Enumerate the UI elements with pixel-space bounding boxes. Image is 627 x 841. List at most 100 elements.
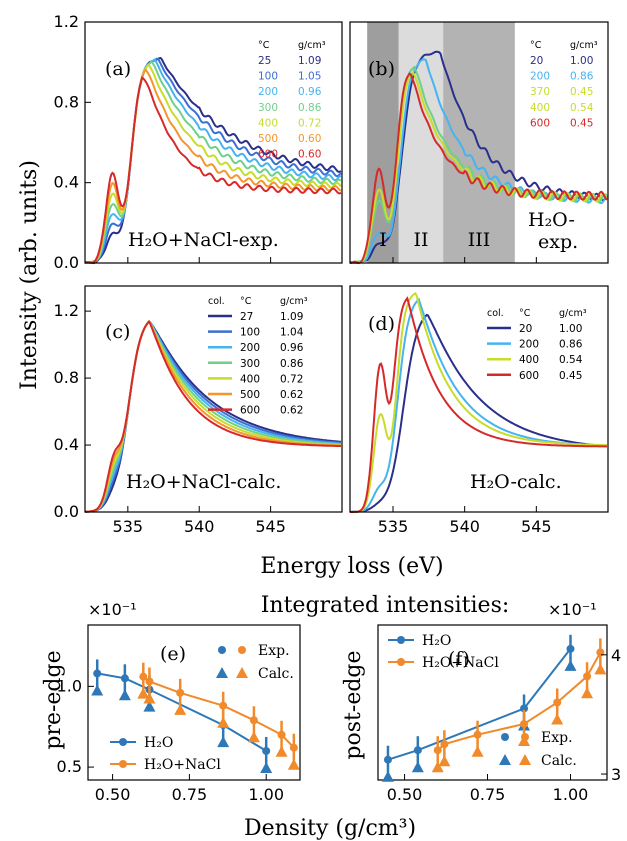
y-axis-label: Intensity (arb. units) (17, 160, 42, 390)
multiplier-e: ×10⁻¹ (88, 600, 137, 619)
series-line-d-2 (350, 292, 607, 513)
table-cell-a: 0.86 (298, 102, 322, 114)
legend-marker-e (119, 738, 127, 746)
annotation-b-2: exp. (538, 231, 578, 253)
series-line-c-6 (85, 319, 341, 513)
x-tick-label-d: 545 (521, 517, 552, 536)
data-point-e (176, 688, 185, 697)
calc-marker-e (143, 700, 156, 712)
region-III-shade (443, 22, 515, 263)
table-cell-a: 25 (258, 55, 271, 67)
calc-marker-e (247, 731, 260, 743)
data-point-f (383, 755, 392, 764)
calc-marker-e (143, 692, 156, 704)
data-point-f (473, 730, 482, 739)
table-cell-c: 300 (240, 358, 260, 370)
table-cell-c: 1.04 (280, 327, 304, 339)
table-cell-a: 1.05 (298, 71, 321, 83)
data-point-e (262, 746, 271, 755)
calc-marker-e (260, 761, 273, 773)
table-header-d: °C (519, 308, 531, 319)
calc-marker-e (275, 745, 288, 757)
data-point-e (277, 730, 286, 739)
table-header-c: col. (208, 296, 225, 307)
x-axis-label: Energy loss (eV) (260, 554, 443, 579)
x-tick-label-f: 0.50 (387, 785, 423, 804)
panel-label-e: (e) (160, 643, 186, 665)
panel-a: 0.0 0.4 0.8 1.2 (a) H₂O+NaCl-exp. (54, 12, 343, 272)
table-cell-a: 200 (258, 86, 278, 98)
table-cell-a: 600 (258, 149, 278, 161)
plot-frame-b (349, 21, 609, 264)
table-cell-a: 400 (258, 117, 278, 129)
panel-c: 0.0 0.4 0.8 1.2 535 540 545 (c) H₂O+NaCl-calc. (54, 285, 343, 536)
region-label-I: I (379, 229, 387, 251)
table-cell-c: 0.62 (280, 405, 303, 417)
table-header-c: °C (240, 296, 252, 307)
table-cell-d: 600 (519, 370, 539, 382)
y-tick-label-e: 1.0 (57, 676, 82, 695)
panel-label-b: (b) (368, 58, 395, 80)
annotation-c: H₂O+NaCl-calc. (126, 471, 281, 493)
x-tick-label-f: 1.00 (553, 785, 589, 804)
table-cell-d: 0.45 (559, 370, 582, 382)
data-point-f (440, 740, 449, 749)
calc-marker-e (174, 703, 187, 715)
table-cell-c: 200 (240, 342, 260, 354)
y-tick-label-c: 0.8 (54, 368, 79, 387)
legend-label-e: H₂O (144, 735, 173, 751)
table-cell-c: 0.96 (280, 342, 304, 354)
plot-frame-d (349, 285, 609, 513)
table-cell-a: 300 (258, 102, 278, 114)
calc-marker-f (564, 659, 577, 671)
table-cell-b: 0.54 (570, 102, 594, 114)
legend-table-a: °C g/cm³ 25 1.09 100 1.05 200 0.96 300 0.86 400 0.7… (258, 40, 326, 161)
table-cell-a: 500 (258, 133, 278, 145)
table-cell-d: 400 (519, 354, 539, 366)
region-label-III: III (468, 229, 491, 251)
calc-marker-e (118, 689, 131, 701)
panel-label-c: (c) (105, 321, 130, 343)
table-cell-c: 500 (240, 389, 260, 401)
series-line-f-0 (387, 648, 572, 761)
y-tick-label-f: 4 (611, 646, 621, 665)
table-cell-a: 0.60 (298, 149, 321, 161)
calc-marker-f (471, 745, 484, 757)
data-point-f (413, 746, 422, 755)
bottom-title: Integrated intensities: (261, 593, 510, 618)
table-cell-a: 0.72 (298, 117, 321, 129)
x-tick-label-c: 535 (113, 517, 144, 536)
legend-label-e: Exp. (258, 643, 290, 659)
legend-table-d: col. °C g/cm³ 20 1.00 200 0.86 400 0.54 600 0.45 (487, 308, 587, 382)
data-point-e (139, 672, 148, 681)
table-cell-a: 100 (258, 71, 278, 83)
data-point-e (219, 701, 228, 710)
data-point-f (433, 746, 442, 755)
table-cell-b: 0.45 (570, 86, 593, 98)
table-cell-b: 1.00 (570, 55, 593, 67)
table-header-d: col. (487, 308, 504, 319)
x-tick-label-e: 0.75 (172, 785, 208, 804)
legend-marker-e (238, 646, 246, 654)
legend-label-f: Exp. (541, 730, 573, 746)
legend-marker-f (397, 636, 405, 644)
table-cell-a: 0.96 (298, 86, 322, 98)
table-header-b: °C (530, 40, 542, 51)
series-line-a-6 (84, 76, 342, 264)
calc-marker-e (217, 736, 230, 748)
annotation-a: H₂O+NaCl-exp. (128, 229, 279, 251)
calc-marker-f (381, 770, 394, 782)
calc-marker-f (551, 713, 564, 725)
x-tick-label-d: 535 (378, 517, 409, 536)
panel-d: 535 540 545 (d) H₂O-calc. (349, 285, 609, 536)
table-cell-c: 27 (240, 311, 253, 323)
y-tick-label-a: 0.8 (54, 92, 79, 111)
table-cell-b: 20 (530, 55, 543, 67)
panel-label-d: (d) (368, 313, 395, 335)
calc-marker-e (137, 687, 150, 699)
y-tick-label-f: 3 (611, 765, 621, 784)
calc-marker-f (594, 663, 607, 675)
legend-label-f: H₂O+NaCl (422, 655, 499, 671)
table-cell-c: 0.86 (280, 358, 304, 370)
plot-frame-a (84, 21, 343, 264)
